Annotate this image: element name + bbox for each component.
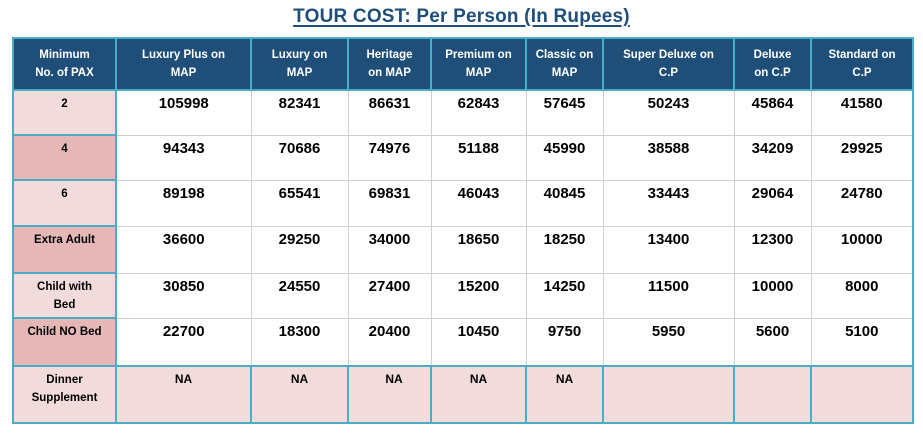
page-title: TOUR COST: Per Person (In Rupees): [293, 6, 630, 27]
cost-cell: NA: [115, 365, 252, 424]
cost-cell: 36600: [115, 225, 252, 274]
cost-cell: 45864: [733, 89, 812, 136]
table-row: Child with Bed 30850 24550 27400 15200 14250 1…: [12, 272, 914, 319]
table-row: 6 89198 65541 69831 46043 40845 33443 29064 2478…: [12, 179, 914, 227]
cost-cell: 15200: [430, 272, 527, 319]
cost-cell: [733, 365, 812, 424]
cost-cell: 22700: [115, 317, 252, 367]
cost-cell: 105998: [115, 89, 252, 136]
cost-cell: 40845: [525, 179, 604, 227]
row-label: 2: [12, 89, 117, 136]
cost-cell: 74976: [347, 134, 432, 181]
cost-cell: 86631: [347, 89, 432, 136]
cost-cell: 20400: [347, 317, 432, 367]
table-row: 2 105998 82341 86631 62843 57645 50243 45864 415…: [12, 89, 914, 136]
cost-cell: 14250: [525, 272, 604, 319]
cost-cell: 5600: [733, 317, 812, 367]
cost-cell: NA: [430, 365, 527, 424]
cost-cell: 8000: [810, 272, 914, 319]
cost-cell: 5100: [810, 317, 914, 367]
cost-cell: 50243: [602, 89, 735, 136]
cost-cell: 45990: [525, 134, 604, 181]
table-body: 2 105998 82341 86631 62843 57645 50243 45864 415…: [12, 89, 914, 424]
cost-cell: 10450: [430, 317, 527, 367]
cost-cell: 29064: [733, 179, 812, 227]
cost-cell: 12300: [733, 225, 812, 274]
cost-cell: 30850: [115, 272, 252, 319]
column-header: Deluxe on C.P: [733, 37, 812, 91]
cost-cell: 94343: [115, 134, 252, 181]
cost-cell: 29925: [810, 134, 914, 181]
column-header: Heritage on MAP: [347, 37, 432, 91]
cost-cell: 27400: [347, 272, 432, 319]
row-label: 4: [12, 134, 117, 181]
row-label: Child with Bed: [12, 272, 117, 319]
column-header: Luxury on MAP: [250, 37, 349, 91]
cost-cell: 34209: [733, 134, 812, 181]
cost-cell: 18650: [430, 225, 527, 274]
cost-cell: 41580: [810, 89, 914, 136]
cost-cell: [810, 365, 914, 424]
row-label: Child NO Bed: [12, 317, 117, 367]
cost-cell: 62843: [430, 89, 527, 136]
column-header: Standard on C.P: [810, 37, 914, 91]
row-label: 6: [12, 179, 117, 227]
cost-cell: 5950: [602, 317, 735, 367]
cost-cell: 38588: [602, 134, 735, 181]
cost-cell: 65541: [250, 179, 349, 227]
table-row: Child NO Bed 22700 18300 20400 10450 9750 5950…: [12, 317, 914, 367]
cost-cell: 69831: [347, 179, 432, 227]
tour-cost-table: Minimum No. of PAX Luxury Plus on MAP Luxu…: [12, 37, 914, 424]
cost-cell: 18250: [525, 225, 604, 274]
cost-cell: 70686: [250, 134, 349, 181]
column-header: Minimum No. of PAX: [12, 37, 117, 91]
cost-cell: 11500: [602, 272, 735, 319]
table-row: Dinner Supplement NA NA NA NA NA: [12, 365, 914, 424]
cost-cell: 46043: [430, 179, 527, 227]
column-header: Premium on MAP: [430, 37, 527, 91]
cost-cell: 33443: [602, 179, 735, 227]
table-row: 4 94343 70686 74976 51188 45990 38588 34209 2992…: [12, 134, 914, 181]
cost-cell: 9750: [525, 317, 604, 367]
cost-cell: 24550: [250, 272, 349, 319]
cost-cell: 89198: [115, 179, 252, 227]
cost-cell: 57645: [525, 89, 604, 136]
column-header: Classic on MAP: [525, 37, 604, 91]
cost-cell: NA: [347, 365, 432, 424]
column-header: Super Deluxe on C.P: [602, 37, 735, 91]
cost-cell: 29250: [250, 225, 349, 274]
row-label: Dinner Supplement: [12, 365, 117, 424]
cost-cell: NA: [525, 365, 604, 424]
cost-cell: 10000: [810, 225, 914, 274]
cost-cell: 24780: [810, 179, 914, 227]
cost-cell: NA: [250, 365, 349, 424]
cost-cell: 18300: [250, 317, 349, 367]
column-header: Luxury Plus on MAP: [115, 37, 252, 91]
cost-cell: 10000: [733, 272, 812, 319]
cost-cell: [602, 365, 735, 424]
cost-cell: 13400: [602, 225, 735, 274]
header-row: Minimum No. of PAX Luxury Plus on MAP Luxu…: [12, 37, 914, 91]
cost-cell: 51188: [430, 134, 527, 181]
cost-cell: 34000: [347, 225, 432, 274]
row-label: Extra Adult: [12, 225, 117, 274]
table-row: Extra Adult 36600 29250 34000 18650 18250 1340…: [12, 225, 914, 274]
cost-cell: 82341: [250, 89, 349, 136]
